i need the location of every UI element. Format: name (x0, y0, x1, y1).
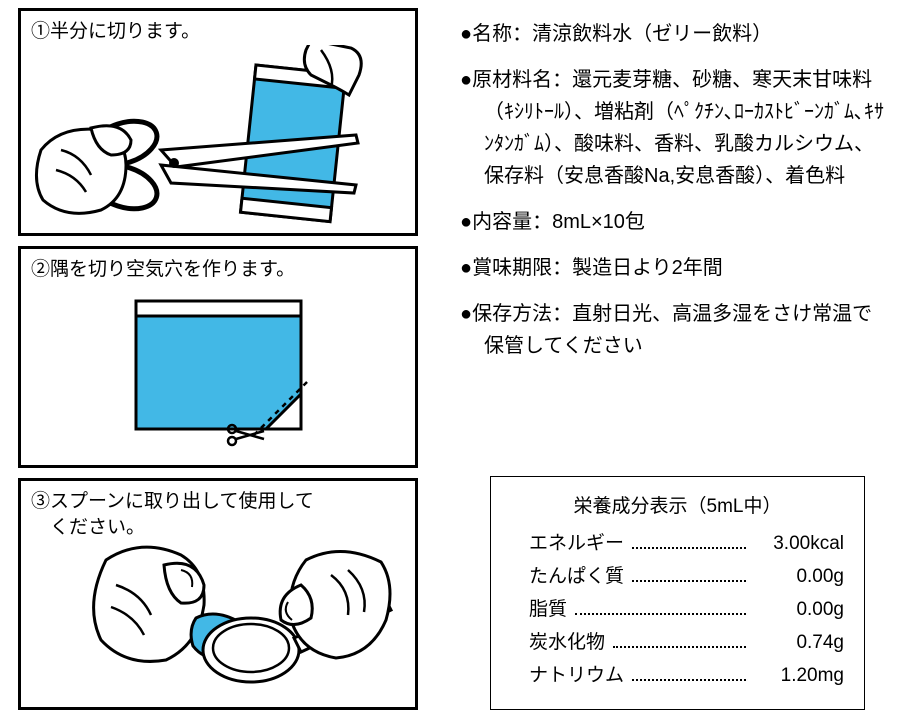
product-info: ●名称：清涼飲料水（ゼリー飲料） ●原材料名：還元麦芽糖、砂糖、寒天末甘味料（ｷ… (460, 18, 890, 376)
nutrition-dots (575, 602, 746, 615)
step-1: ①半分に切ります。 (18, 8, 418, 236)
nutrition-dots (632, 668, 746, 681)
info-expiry: ●賞味期限：製造日より2年間 (460, 252, 890, 284)
nutrition-row: たんぱく質 0.00g (511, 561, 844, 588)
nutrition-value: 0.00g (754, 566, 844, 588)
nutrition-dots (632, 569, 746, 582)
nutrition-row: 炭水化物 0.74g (511, 627, 844, 654)
step-3-label: ③スプーンに取り出して使用して ください。 (31, 489, 405, 540)
info-volume: ●内容量：8mL×10包 (460, 206, 890, 238)
nutrition-row: ナトリウム 1.20mg (511, 660, 844, 687)
step-3-illustration (31, 540, 405, 710)
nutrition-label: たんぱく質 (529, 561, 624, 588)
nutrition-title: 栄養成分表示（5mL中） (511, 491, 844, 518)
nutrition-row: 脂質 0.00g (511, 594, 844, 621)
instruction-steps: ①半分に切ります。 (18, 8, 418, 720)
nutrition-value: 1.20mg (754, 665, 844, 687)
nutrition-label: エネルギー (529, 528, 624, 555)
nutrition-label: ナトリウム (529, 660, 624, 687)
info-storage: ●保存方法：直射日光、高温多湿をさけ常温で保管してください (460, 298, 890, 362)
nutrition-facts: 栄養成分表示（5mL中） エネルギー 3.00kcal たんぱく質 0.00g … (490, 476, 865, 710)
step-2: ②隅を切り空気穴を作ります。 (18, 246, 418, 468)
nutrition-label: 脂質 (529, 594, 567, 621)
info-ingredients: ●原材料名：還元麦芽糖、砂糖、寒天末甘味料（ｷｼﾘﾄｰﾙ）、増粘剤（ﾍﾟｸﾁﾝ､… (460, 64, 890, 192)
step-1-illustration (31, 45, 405, 230)
info-name: ●名称：清涼飲料水（ゼリー飲料） (460, 18, 890, 50)
nutrition-value: 0.74g (754, 632, 844, 654)
step-2-illustration (31, 283, 405, 463)
step-1-label: ①半分に切ります。 (31, 19, 405, 45)
step-2-label: ②隅を切り空気穴を作ります。 (31, 257, 405, 283)
nutrition-value: 3.00kcal (754, 533, 844, 555)
nutrition-row: エネルギー 3.00kcal (511, 528, 844, 555)
nutrition-dots (613, 635, 746, 648)
nutrition-dots (632, 536, 746, 549)
nutrition-label: 炭水化物 (529, 627, 605, 654)
nutrition-value: 0.00g (754, 599, 844, 621)
step-3: ③スプーンに取り出して使用して ください。 (18, 478, 418, 710)
